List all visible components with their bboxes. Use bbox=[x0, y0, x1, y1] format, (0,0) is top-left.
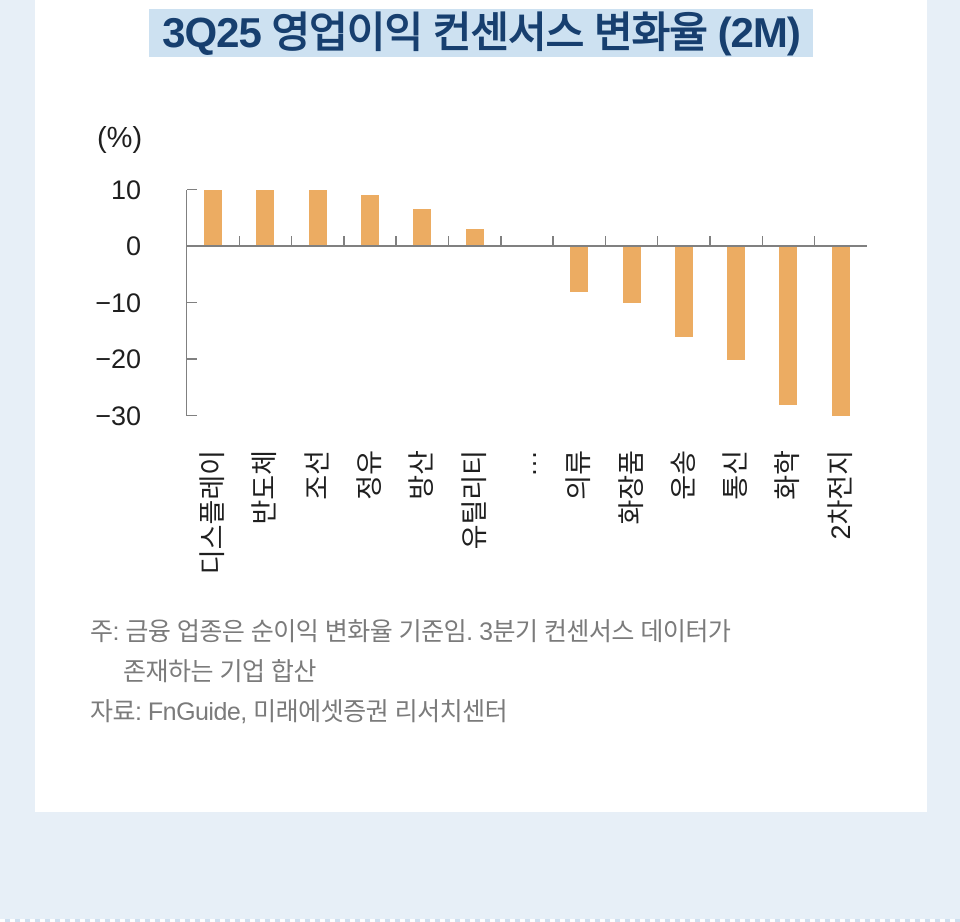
category-label: 화장품 bbox=[616, 450, 647, 525]
bottom-dotted-divider bbox=[0, 919, 960, 922]
bar bbox=[779, 246, 798, 405]
bar bbox=[622, 246, 641, 304]
bar bbox=[413, 209, 432, 246]
y-axis-tick bbox=[187, 301, 197, 304]
x-axis-tick bbox=[500, 236, 502, 246]
bar bbox=[308, 189, 327, 246]
category-label: 유틸리티 bbox=[459, 450, 490, 550]
y-axis-tick bbox=[187, 358, 197, 360]
y-tick-label: −10 bbox=[95, 287, 141, 318]
chart-title: 3Q25 영업이익 컨센서스 변화율 (2M) bbox=[149, 9, 813, 57]
category-label: 정유 bbox=[355, 450, 386, 500]
x-axis-tick bbox=[552, 236, 554, 246]
x-axis-tick bbox=[604, 236, 607, 246]
bar bbox=[361, 195, 380, 246]
y-tick-label: 0 bbox=[125, 231, 141, 261]
x-axis-tick bbox=[709, 236, 711, 246]
chart-card bbox=[35, 0, 927, 812]
x-axis-tick bbox=[813, 236, 816, 246]
category-label: 화학 bbox=[773, 450, 804, 500]
x-axis-tick bbox=[656, 236, 659, 246]
footnote-source-line: 자료: FnGuide, 미래에셋증권 리서치센터 bbox=[90, 698, 508, 726]
category-label: … bbox=[511, 450, 542, 477]
footnote-note-line: 주: 금융 업종은 순이익 변화율 기준임. 3분기 컨센서스 데이터가 bbox=[90, 618, 731, 646]
footnote-note-line: 존재하는 기업 합산 bbox=[123, 658, 316, 686]
y-axis-unit-label: (%) bbox=[97, 122, 143, 154]
category-label: 조선 bbox=[302, 450, 333, 500]
footnote: 주: 금융 업종은 순이익 변화율 기준임. 3분기 컨센서스 데이터가 존재하… bbox=[90, 612, 731, 732]
category-label: 디스플레이 bbox=[198, 450, 229, 575]
bar bbox=[256, 189, 275, 246]
bar bbox=[204, 189, 223, 246]
category-label: 방산 bbox=[407, 450, 438, 500]
y-tick-label: −30 bbox=[95, 400, 141, 431]
x-axis-tick bbox=[447, 236, 450, 246]
bar bbox=[727, 246, 746, 360]
x-axis-line bbox=[187, 245, 867, 247]
category-label: 의류 bbox=[564, 450, 595, 500]
bar bbox=[674, 246, 693, 338]
title-row: 3Q25 영업이익 컨센서스 변화율 (2M) bbox=[35, 9, 927, 57]
y-axis-line bbox=[185, 189, 187, 416]
bar-chart: 디스플레이 반도체 조선 정유 방산 유틸리티 … 의류 화장품 운송 통신 화학 2차전지 10 0 −10… bbox=[95, 174, 867, 575]
x-axis-tick bbox=[343, 236, 345, 246]
category-label: 반도체 bbox=[250, 450, 281, 525]
category-label: 운송 bbox=[668, 450, 699, 500]
y-tick-label: −20 bbox=[95, 344, 141, 374]
bar bbox=[570, 246, 589, 292]
x-axis-tick bbox=[290, 236, 293, 246]
bar bbox=[831, 246, 850, 417]
y-tick-label: 10 bbox=[110, 174, 141, 205]
x-axis-tick bbox=[395, 236, 397, 246]
y-axis-tick bbox=[187, 245, 197, 247]
x-axis-tick bbox=[761, 236, 764, 246]
x-axis-tick bbox=[238, 236, 241, 246]
y-axis-tick bbox=[187, 414, 197, 417]
y-axis-tick bbox=[187, 188, 197, 191]
category-label: 2차전지 bbox=[825, 450, 856, 540]
category-label: 통신 bbox=[721, 450, 752, 500]
bar bbox=[465, 229, 484, 246]
